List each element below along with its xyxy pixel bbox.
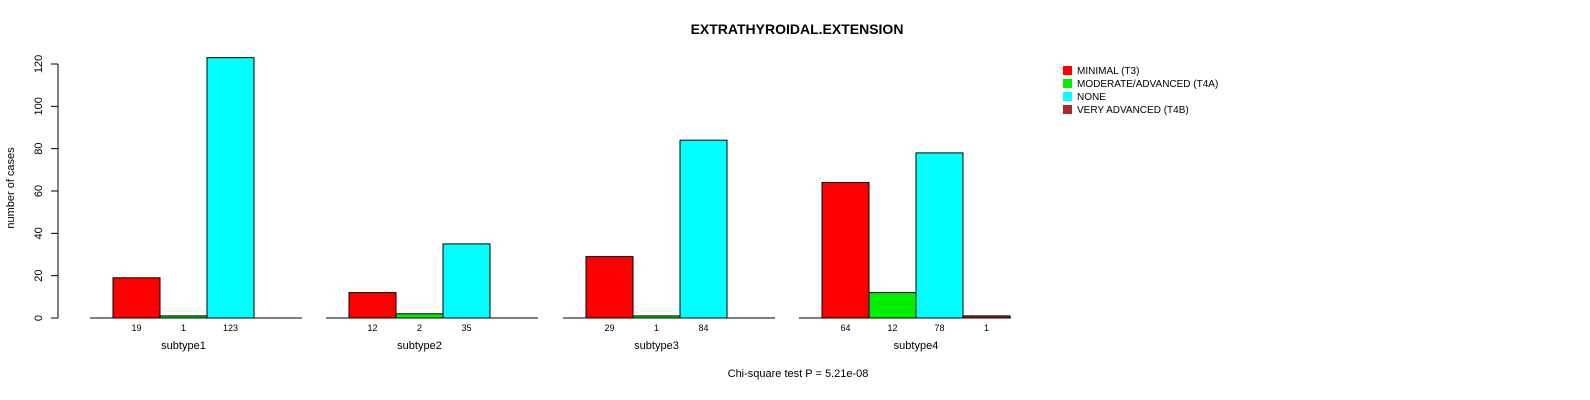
y-tick-label: 20 bbox=[33, 270, 45, 282]
y-tick-label: 0 bbox=[33, 315, 45, 321]
bar-subtype4-series-0 bbox=[821, 182, 870, 319]
group-subtype3: 29 1 84 subtype3 bbox=[563, 139, 775, 352]
bar-count-label: 1 bbox=[654, 323, 659, 333]
bar-subtype3-series-0 bbox=[585, 256, 634, 319]
bar-subtype2-series-2 bbox=[442, 243, 491, 319]
bar-subtype3-series-1 bbox=[632, 315, 681, 319]
bar-count-label: 123 bbox=[223, 323, 238, 333]
y-tick-label: 100 bbox=[33, 97, 45, 115]
group-subtype4: 64 12 78 1 subtype4 bbox=[799, 152, 1011, 352]
bar-count-label: 29 bbox=[604, 323, 614, 333]
y-tick-label: 40 bbox=[33, 227, 45, 239]
bar-subtype3-series-2 bbox=[679, 139, 728, 319]
group-subtype2: 12 2 35 subtype2 bbox=[326, 243, 538, 352]
bar-count-label: 12 bbox=[887, 323, 897, 333]
bar-count-label: 12 bbox=[367, 323, 377, 333]
bar-count-label: 84 bbox=[698, 323, 708, 333]
legend-swatch bbox=[1063, 105, 1072, 114]
legend-swatch bbox=[1063, 79, 1072, 88]
bar-count-label: 1 bbox=[181, 323, 186, 333]
chart-title: EXTRATHYROIDAL.EXTENSION bbox=[691, 21, 904, 37]
bar-count-label: 2 bbox=[417, 323, 422, 333]
x-group-label: subtype2 bbox=[397, 340, 442, 352]
bar-subtype1-series-0 bbox=[112, 277, 161, 319]
bar-subtype1-series-1 bbox=[159, 315, 208, 319]
bar-count-label: 19 bbox=[131, 323, 141, 333]
y-tick-label: 60 bbox=[33, 185, 45, 197]
legend: MINIMAL (T3) MODERATE/ADVANCED (T4A) NONE V… bbox=[1063, 66, 1218, 116]
group-subtype1: 19 1 123 subtype1 bbox=[90, 57, 302, 352]
bar-subtype4-series-3 bbox=[962, 315, 1011, 319]
bar-subtype4-series-2 bbox=[915, 152, 964, 319]
bar-subtype1-series-2 bbox=[206, 57, 255, 319]
bar-groups: 19 1 123 subtype1 12 2 35 subtype2 29 1 84 subtype3… bbox=[90, 57, 1011, 352]
legend-label: NONE bbox=[1077, 92, 1106, 103]
x-group-label: subtype3 bbox=[634, 340, 679, 352]
bar-subtype4-series-1 bbox=[868, 292, 917, 319]
x-group-label: subtype4 bbox=[894, 340, 939, 352]
bar-subtype2-series-1 bbox=[395, 313, 444, 319]
legend-label: MODERATE/ADVANCED (T4A) bbox=[1077, 79, 1218, 90]
y-tick-label: 120 bbox=[33, 55, 45, 73]
y-axis-ticks: 0 20 40 60 80 100 120 bbox=[33, 55, 58, 321]
bar-count-label: 35 bbox=[461, 323, 471, 333]
legend-swatch bbox=[1063, 92, 1072, 101]
bar-subtype2-series-0 bbox=[348, 292, 397, 319]
legend-label: MINIMAL (T3) bbox=[1077, 66, 1139, 77]
bar-count-label: 78 bbox=[934, 323, 944, 333]
chi-square-footer: Chi-square test P = 5.21e-08 bbox=[728, 368, 869, 380]
legend-swatch bbox=[1063, 66, 1072, 75]
y-tick-label: 80 bbox=[33, 143, 45, 155]
bar-count-label: 64 bbox=[840, 323, 850, 333]
legend-label: VERY ADVANCED (T4B) bbox=[1077, 105, 1189, 116]
x-group-label: subtype1 bbox=[161, 340, 206, 352]
bar-count-label: 1 bbox=[984, 323, 989, 333]
y-axis-label: number of cases bbox=[5, 147, 17, 229]
